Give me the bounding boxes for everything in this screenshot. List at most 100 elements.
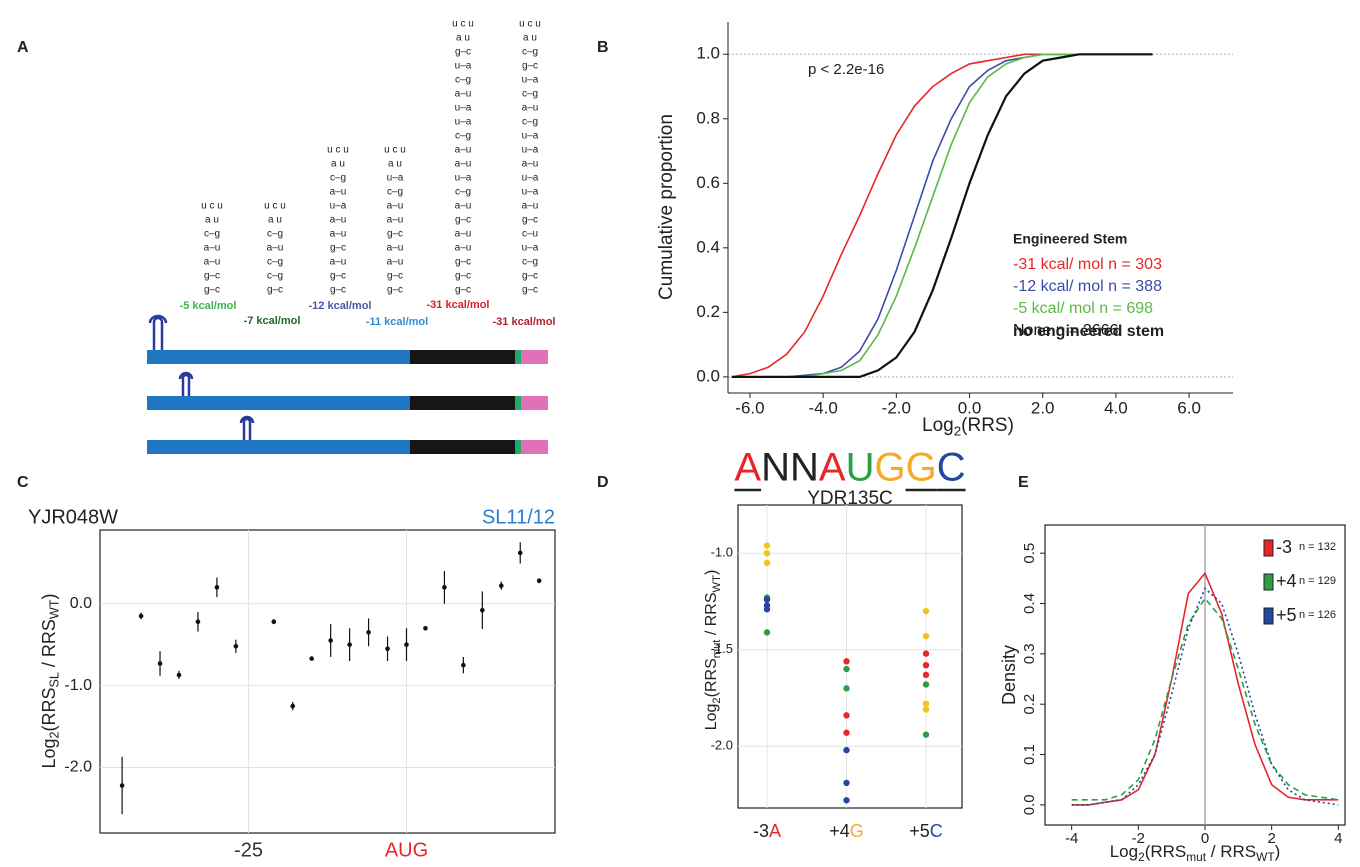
x-tick-label: 6.0 (1177, 398, 1201, 417)
constructs (147, 314, 548, 454)
point (922, 650, 930, 657)
x-tick-label: +5C (909, 821, 943, 841)
label-part: WT (48, 599, 62, 619)
construct (147, 415, 548, 454)
annotation: p < 2.2e-16 (808, 61, 884, 78)
label-part: ) (1275, 842, 1281, 861)
sequence-line: u–a (522, 145, 539, 156)
point (922, 681, 930, 688)
label-part: mut (711, 639, 723, 659)
point (442, 585, 447, 590)
panel-label: B (597, 39, 609, 56)
label-part: 2 (1138, 850, 1145, 864)
sequence-line: a–u (330, 257, 347, 268)
sequence-line: u–a (522, 243, 539, 254)
point (763, 606, 771, 613)
cds (410, 396, 515, 410)
y-tick-label: -1.5 (711, 641, 733, 656)
motif-letter: N (761, 446, 790, 490)
point (763, 542, 771, 549)
sequence-line: c–g (330, 173, 346, 184)
legend-label: -3 (1276, 537, 1292, 557)
cds (410, 440, 515, 454)
point (843, 779, 850, 787)
point (233, 643, 239, 649)
legend-label: -31 kcal/ mol n = 303 (1013, 256, 1162, 273)
point (843, 665, 850, 673)
sequence-line: a–u (204, 243, 221, 254)
sequence-line: u c u (519, 19, 541, 30)
point (843, 797, 850, 804)
point (498, 583, 504, 588)
x-tick-label: +4G (829, 821, 864, 841)
point (922, 661, 930, 669)
y-tick-label: 1.0 (696, 44, 720, 63)
energy-label: -12 kcal/mol (309, 300, 372, 312)
point (290, 703, 296, 709)
sequence-line: a u (523, 33, 537, 44)
label-part: / RRS (1206, 842, 1256, 861)
sequence-line: c–g (522, 47, 538, 58)
y-tick-label: -1.0 (711, 545, 733, 560)
sequence-line: g–c (204, 271, 220, 282)
sequence-line: u–a (387, 173, 404, 184)
x-axis-label: Log2(RRSmut / RRSWT) (1110, 842, 1281, 864)
label-part: (RRS) (961, 415, 1014, 436)
sequence-line: a–u (330, 229, 347, 240)
plot-area (1044, 524, 1346, 826)
panel-label: C (17, 474, 29, 491)
plot-area (99, 529, 556, 834)
sequence-line: a–u (267, 243, 284, 254)
tag (515, 440, 521, 454)
label-part: / RRS (39, 619, 59, 672)
legend-label: -12 kcal/ mol n = 388 (1013, 278, 1162, 295)
point (517, 550, 523, 556)
motif-letter: G (874, 446, 905, 490)
sequence-line: g–c (522, 61, 538, 72)
sequence-line: a–u (387, 201, 404, 212)
plot-area (737, 504, 963, 809)
sequence-line: u–a (522, 75, 539, 86)
y-axis-label: Density (999, 645, 1019, 705)
label-part: Density (999, 645, 1019, 705)
point (922, 731, 930, 738)
legend-n: n = 132 (1299, 541, 1336, 553)
y-tick-label: 0.4 (1021, 593, 1038, 614)
sequence-line: a–u (455, 229, 472, 240)
utr (147, 440, 410, 454)
label-part: 2 (954, 423, 961, 438)
tag (515, 350, 521, 364)
x-tick-label: 0.0 (958, 398, 982, 417)
sequence-line: c–g (455, 131, 471, 142)
sequence-line: a–u (522, 103, 539, 114)
y-tick-label: 0.2 (696, 302, 720, 321)
point (309, 656, 315, 661)
sequence-line: c–g (522, 117, 538, 128)
energy-label: -31 kcal/mol (493, 316, 556, 328)
sequence-line: a–u (455, 159, 472, 170)
sequence-line: g–c (522, 215, 538, 226)
point (536, 578, 542, 584)
y-tick-label: 0.4 (696, 237, 720, 256)
cds (410, 350, 515, 364)
x-tick-label: -3A (753, 821, 781, 841)
x-tick-label: -4 (1065, 830, 1078, 847)
sequence-line: u–a (522, 131, 539, 142)
sequence-line: u–a (522, 173, 539, 184)
label-part: Log (703, 704, 720, 731)
sequence-line: a–u (387, 215, 404, 226)
density-line (1071, 597, 1339, 801)
sequence-line: u c u (327, 145, 349, 156)
sequence-line: a–u (455, 145, 472, 156)
point (404, 642, 409, 647)
sequence-line: a u (268, 215, 282, 226)
sequence-line: g–c (455, 271, 471, 282)
energy-label: -5 kcal/mol (180, 300, 237, 312)
sequence-line: u–a (455, 173, 472, 184)
label-part: SL (48, 672, 62, 687)
sequence-line: c–g (455, 75, 471, 86)
sequence-line: a–u (330, 187, 347, 198)
sequence-line: g–c (330, 243, 346, 254)
sequence-line: a–u (387, 257, 404, 268)
